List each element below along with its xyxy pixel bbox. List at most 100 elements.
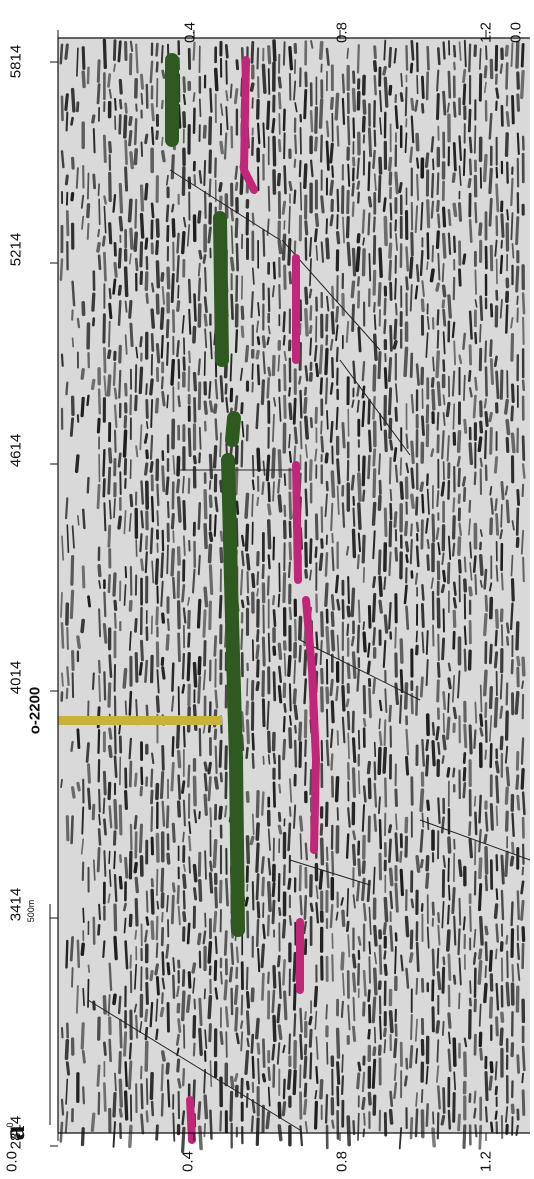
- reflection-streak: [123, 902, 127, 912]
- reflection-streak: [382, 746, 387, 774]
- reflection-streak: [108, 962, 113, 992]
- reflection-streak: [246, 1080, 250, 1091]
- reflection-band: [260, 47, 267, 1134]
- reflection-streak: [187, 609, 191, 630]
- reflection-streak: [225, 1031, 228, 1058]
- reflection-streak: [309, 237, 313, 257]
- reflection-streak: [377, 351, 382, 380]
- reflection-streak: [128, 1060, 133, 1090]
- reflection-band: [90, 114, 97, 1133]
- reflection-streak: [457, 467, 461, 488]
- reflection-streak: [431, 721, 435, 736]
- reflection-streak: [128, 599, 133, 612]
- reflection-streak: [92, 317, 96, 327]
- reflection-streak: [484, 941, 488, 962]
- reflection-streak: [219, 140, 224, 155]
- reflection-streak: [468, 518, 471, 536]
- reflection-streak: [292, 1069, 297, 1096]
- reflection-streak: [318, 98, 324, 129]
- reflection-band: [149, 42, 156, 1117]
- reflection-streak: [176, 455, 181, 477]
- reflection-streak: [446, 435, 450, 462]
- reflection-streak: [145, 383, 148, 396]
- reflection-streak: [404, 86, 408, 117]
- reflection-streak: [122, 429, 128, 458]
- reflection-streak: [318, 40, 324, 61]
- reflection-streak: [516, 942, 520, 961]
- reflection-streak: [303, 649, 308, 676]
- reflection-streak: [367, 1028, 371, 1040]
- reflection-streak: [224, 383, 228, 395]
- reflection-streak: [134, 963, 137, 990]
- reflection-streak: [373, 333, 378, 361]
- reflection-streak: [488, 643, 493, 665]
- reflection-streak: [495, 982, 500, 1011]
- reflection-streak: [133, 772, 138, 787]
- reflection-streak: [483, 833, 488, 844]
- reflection-streak: [251, 267, 255, 285]
- reflection-streak: [410, 115, 415, 144]
- reflection-streak: [155, 915, 159, 941]
- reflection-streak: [500, 572, 504, 591]
- reflection-streak: [521, 292, 526, 315]
- reflection-streak: [456, 455, 461, 467]
- reflection-streak: [208, 480, 212, 490]
- reflection-streak: [80, 194, 85, 209]
- reflection-streak: [96, 483, 101, 510]
- reflection-streak: [155, 606, 159, 626]
- reflection-streak: [357, 532, 361, 553]
- reflection-streak: [155, 832, 160, 863]
- reflection-streak: [516, 71, 520, 90]
- reflection-streak: [159, 307, 165, 330]
- reflection-streak: [495, 183, 500, 213]
- reflection-streak: [255, 842, 260, 873]
- reflection-streak: [336, 458, 341, 485]
- reflection-streak: [499, 735, 504, 751]
- reflection-streak: [521, 483, 525, 498]
- reflection-streak: [341, 1075, 344, 1096]
- reflection-streak: [299, 420, 303, 450]
- reflection-streak: [256, 320, 259, 333]
- reflection-streak: [277, 1024, 283, 1041]
- reflection-streak: [424, 152, 430, 168]
- reflection-streak: [468, 499, 472, 513]
- reflection-streak: [505, 418, 511, 436]
- reflection-streak: [202, 254, 207, 264]
- reflection-streak: [261, 335, 266, 349]
- reflection-streak: [478, 1003, 482, 1027]
- reflection-streak: [75, 167, 79, 189]
- reflection-streak: [378, 599, 383, 614]
- trace-label-3: 4614: [7, 433, 25, 468]
- reflection-streak: [134, 394, 138, 412]
- reflection-streak: [330, 594, 335, 611]
- reflection-streak: [441, 232, 447, 259]
- reflection-streak: [166, 618, 170, 632]
- reflection-streak: [81, 565, 86, 589]
- reflection-streak: [276, 955, 281, 968]
- reflection-streak: [76, 101, 80, 113]
- reflection-streak: [61, 672, 64, 687]
- reflection-streak: [261, 636, 266, 667]
- reflection-streak: [277, 811, 282, 822]
- reflection-streak: [177, 284, 180, 299]
- reflection-streak: [90, 1112, 96, 1133]
- reflection-streak: [266, 914, 270, 937]
- reflection-streak: [426, 799, 431, 811]
- reflection-streak: [399, 868, 404, 897]
- reflection-streak: [516, 890, 520, 921]
- reflection-streak: [383, 719, 387, 747]
- reflection-streak: [325, 47, 330, 66]
- reflection-streak: [113, 63, 116, 72]
- reflection-streak: [80, 1127, 85, 1147]
- reflection-streak: [515, 265, 520, 293]
- reflection-streak: [425, 404, 430, 424]
- reflection-streak: [324, 801, 329, 828]
- reflection-streak: [138, 823, 143, 854]
- reflection-streak: [341, 909, 346, 928]
- reflection-streak: [490, 1121, 494, 1133]
- reflection-streak: [356, 157, 360, 180]
- reflection-streak: [207, 226, 212, 244]
- reflection-streak: [420, 298, 425, 313]
- reflection-streak: [462, 916, 466, 931]
- reflection-streak: [209, 860, 213, 872]
